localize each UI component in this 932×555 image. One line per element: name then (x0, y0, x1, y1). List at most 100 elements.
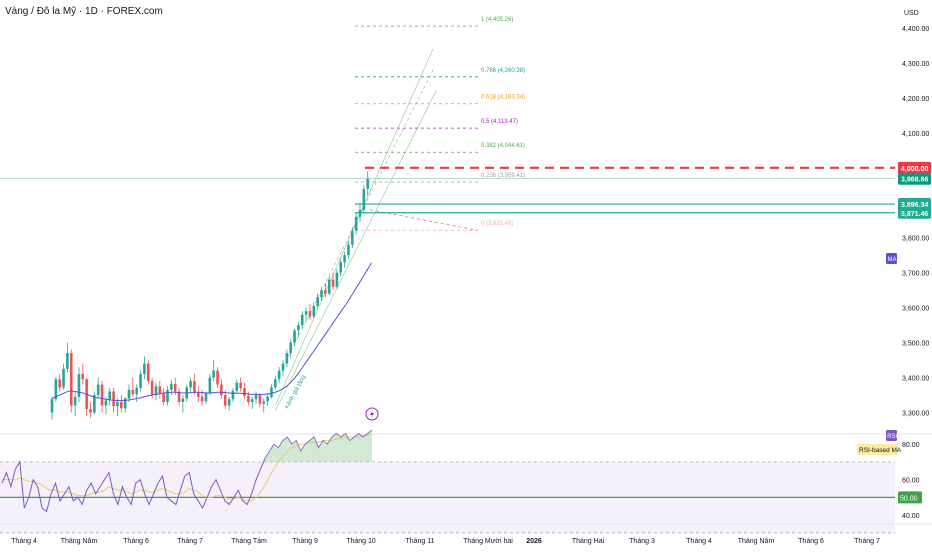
fib-level-label: 0.618 (4,183.34) (481, 95, 525, 101)
price-label-box (898, 206, 931, 219)
candle-body (354, 216, 358, 231)
candle-body (274, 379, 277, 388)
candle-body (77, 374, 81, 397)
time-tick-label: 2026 (526, 538, 542, 545)
candle-body (335, 272, 339, 287)
candle-body (339, 262, 343, 273)
time-tick-label: Tháng 10 (346, 538, 376, 545)
candle-body (320, 290, 323, 298)
time-tick-label: Tháng 6 (123, 538, 149, 545)
candle-body (162, 393, 165, 403)
horizontal-lines[interactable] (0, 166, 895, 214)
candle-body (327, 279, 331, 294)
candle-body (281, 363, 285, 371)
candle-body (112, 391, 115, 407)
price-label-text: 4,000.00 (901, 166, 928, 173)
candle-body (189, 381, 192, 388)
moving-average-series (51, 262, 379, 421)
candle-body (304, 311, 308, 315)
fibonacci-retracement[interactable]: 1 (4,405.26) 0.786 (4,260.38) 0.618 (4,183… (355, 17, 525, 231)
channel-upper-line (274, 48, 434, 406)
candle-body (58, 379, 61, 388)
fib-level-label: 0.236 (3,959.41) (481, 173, 525, 179)
background-layer (0, 433, 932, 533)
candle-body (173, 383, 177, 392)
rsi-ma-badge[interactable] (857, 444, 898, 455)
candle-body (143, 363, 146, 375)
rsi-pane (0, 429, 895, 534)
candle-body (254, 395, 258, 400)
time-axis[interactable]: Tháng 4 Tháng Năm Tháng 6 Tháng 7 Tháng Tám T… (11, 538, 880, 545)
candle-body (69, 353, 73, 406)
price-label-text: 3,871.46 (901, 211, 928, 218)
price-tick-label: 4,200.00 (902, 96, 929, 103)
candle-body (231, 390, 235, 400)
time-tick-label: Tháng Năm (61, 538, 98, 545)
candle-body (135, 388, 138, 395)
candle-body (50, 399, 54, 413)
price-tick-label: 3,400.00 (902, 376, 929, 383)
candle-body (120, 402, 123, 409)
time-tick-label: Tháng 7 (177, 538, 203, 545)
candle-body (100, 384, 104, 406)
price-axis[interactable]: USD 4,400.00 4,300.00 4,200.00 4,100.00 4,000… (857, 10, 931, 520)
candle-body (154, 386, 158, 396)
time-tick-label: Tháng Tám (231, 538, 267, 545)
channel-lower-line (274, 90, 437, 411)
fib-level-label: 0.786 (4,260.38) (481, 68, 525, 74)
candle-body (62, 368, 65, 388)
candle-body (66, 353, 69, 369)
channel-label: Kênh giá tăng (284, 374, 307, 410)
candle-body (220, 384, 223, 396)
candle-body (293, 330, 296, 343)
time-tick-label: Tháng 9 (292, 538, 318, 545)
time-tick-label: Tháng 6 (798, 538, 824, 545)
candle-body (170, 383, 173, 390)
candle-body (351, 230, 354, 245)
candle-body (362, 188, 366, 210)
candle-body (223, 395, 227, 406)
time-tick-label: Tháng Mười hai (463, 538, 513, 545)
price-label-text: 3,896.34 (901, 202, 928, 209)
price-label-box (898, 172, 931, 185)
time-tick-label: Tháng 4 (686, 538, 712, 545)
candle-body (81, 374, 85, 380)
candle-body (331, 279, 335, 287)
ma-badge-label: MA (888, 257, 897, 263)
candle-body (277, 370, 281, 380)
candle-body (204, 393, 208, 402)
price-label-text: 3,968.86 (901, 177, 928, 184)
lightning-glyph (370, 410, 374, 418)
candle-body (297, 325, 300, 331)
candle-body (258, 395, 262, 404)
rsi-badge[interactable] (886, 430, 897, 441)
candle-body (300, 314, 304, 326)
price-tick-label: 3,600.00 (902, 306, 929, 313)
symbol-title: Vàng / Đô la Mỹ · 1D · FOREX.com (5, 6, 163, 17)
candle-body (227, 399, 231, 406)
time-tick-label: Tháng 11 (405, 538, 434, 545)
rsi-tick-label: 80.00 (902, 442, 920, 449)
rsi-level-box (898, 491, 922, 504)
candle-body (181, 398, 185, 403)
ma-badge[interactable] (886, 253, 897, 264)
candle-body (208, 377, 212, 394)
candle-body (212, 370, 215, 378)
candle-body (166, 389, 169, 403)
candle-body (131, 389, 135, 395)
candle-body (108, 391, 112, 401)
fib-level-label: 0.5 (4,113.47) (481, 119, 518, 125)
candle-body (316, 297, 319, 306)
candle-body (123, 398, 127, 409)
rsi-badge-label: RSI (887, 434, 897, 440)
candle-body (343, 255, 346, 263)
candle-body (250, 399, 254, 403)
candle-body (150, 381, 154, 396)
candle-body (262, 401, 266, 404)
rsi-tick-label: 60.00 (902, 478, 920, 485)
candle-body (308, 311, 312, 317)
price-tick-label: 3,300.00 (902, 411, 929, 418)
time-tick-label: Tháng Hai (572, 538, 605, 545)
